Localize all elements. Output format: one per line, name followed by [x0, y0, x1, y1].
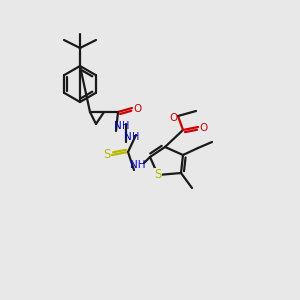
Text: S: S [154, 169, 162, 182]
Text: N: N [124, 132, 132, 142]
Text: NH: NH [130, 160, 146, 170]
Text: O: O [199, 123, 207, 133]
Text: H: H [122, 121, 130, 131]
Text: N: N [114, 121, 122, 131]
Text: H: H [132, 132, 140, 142]
Text: O: O [169, 113, 177, 123]
Text: S: S [103, 148, 111, 161]
Text: O: O [133, 104, 141, 114]
